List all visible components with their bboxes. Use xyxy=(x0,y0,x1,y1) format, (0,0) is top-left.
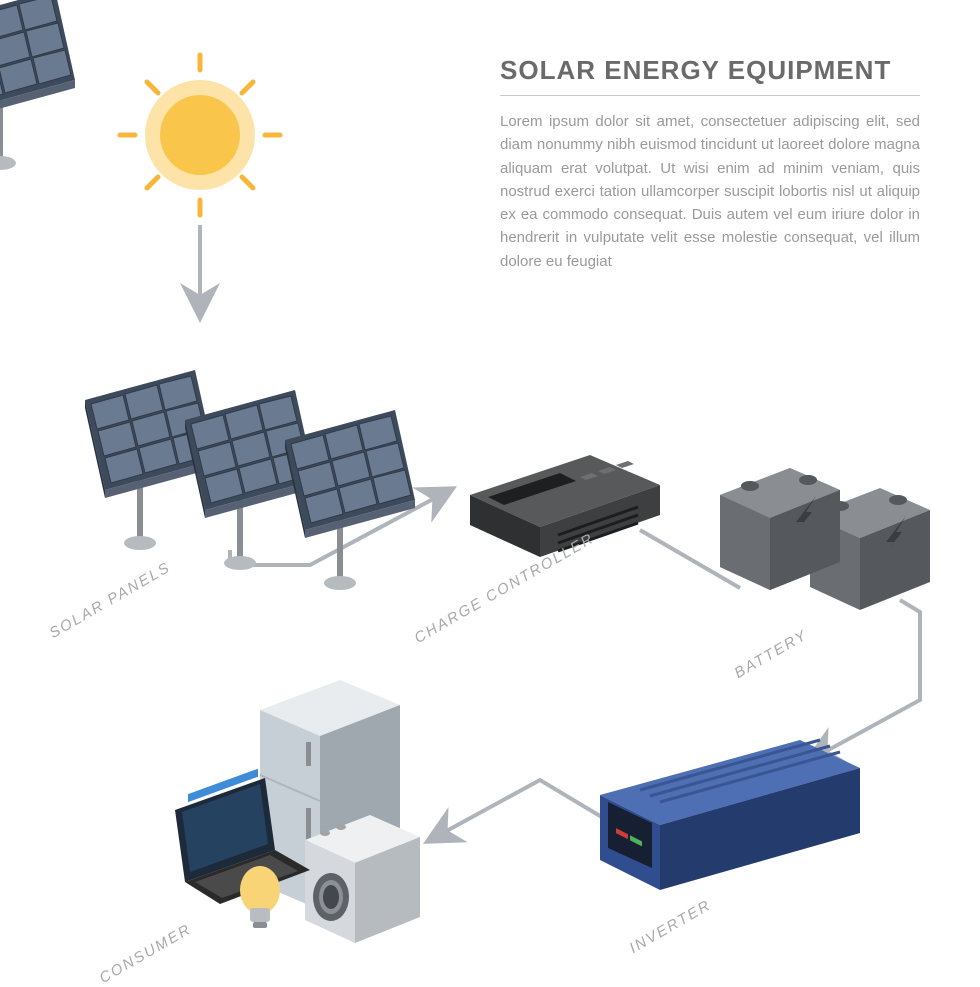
diagram-canvas xyxy=(0,0,980,980)
sun-icon xyxy=(120,55,280,215)
consumer-icon xyxy=(175,680,420,943)
battery-icon xyxy=(720,468,930,610)
charge-controller-icon xyxy=(470,455,660,557)
path-battery-inverter xyxy=(810,600,920,760)
inverter-icon xyxy=(600,740,860,890)
